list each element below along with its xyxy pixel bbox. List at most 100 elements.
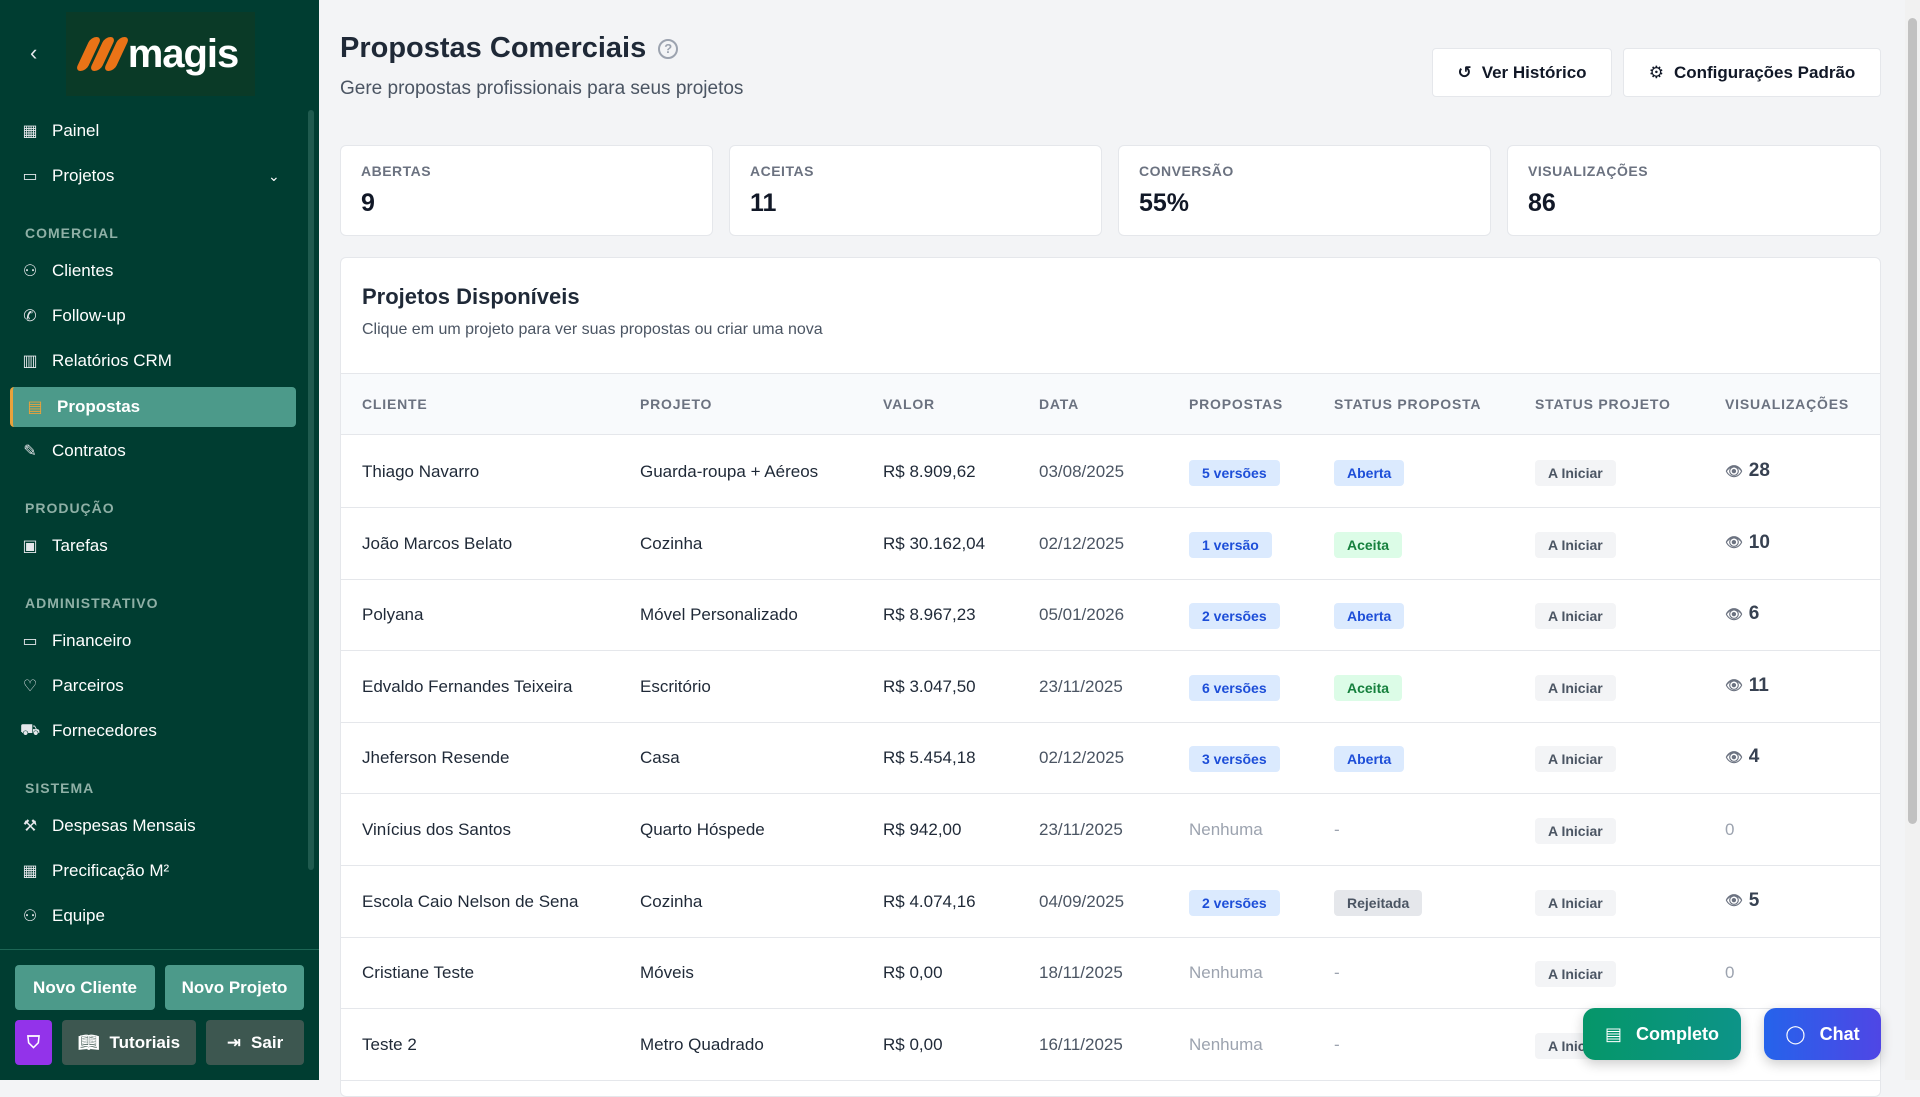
calculator-icon: ▦ — [22, 863, 38, 880]
clipboard-icon: ▤ — [1604, 1023, 1622, 1044]
client-name: Jheferson Resende — [362, 748, 510, 768]
projects-subtitle: Clique em um projeto para ver suas propo… — [362, 321, 823, 338]
column-header: CLIENTE — [362, 396, 428, 412]
client-name: Cristiane Teste — [362, 963, 475, 983]
column-header: PROPOSTAS — [1189, 396, 1284, 412]
admin-shield-button[interactable]: ⛉ — [15, 1020, 52, 1065]
history-icon: ↺ — [1457, 62, 1472, 82]
project-date: 23/11/2025 — [1039, 820, 1123, 839]
sidebar-item-follow-up[interactable]: ✆ Follow-up — [20, 298, 126, 334]
sidebar-item-financeiro[interactable]: ▭ Financeiro — [20, 623, 131, 659]
history-label: Ver Histórico — [1481, 62, 1587, 82]
project-date: 05/01/2026 — [1039, 605, 1125, 625]
page-scrollbar[interactable] — [1905, 0, 1920, 1080]
logo[interactable]: magis — [66, 12, 255, 96]
client-name: Vinícius dos Santos — [362, 820, 511, 839]
table-row[interactable]: Escola Caio Nelson de Sena Cozinha R$ 4.07… — [341, 866, 1880, 938]
page-subtitle: Gere propostas profissionais para seus p… — [340, 78, 744, 99]
projects-table-card: Projetos Disponíveis Clique em um projet… — [340, 257, 1881, 1097]
tutorials-button[interactable]: 📖︎ Tutoriais — [62, 1020, 196, 1065]
proposals-count: Nenhuma — [1189, 820, 1263, 839]
banknote-icon: ▭ — [22, 633, 38, 650]
stat-label: ABERTAS — [361, 163, 432, 179]
column-header: VALOR — [883, 396, 935, 412]
project-name: Cozinha — [640, 891, 703, 911]
sidebar-item-painel[interactable]: ▦ Painel — [20, 113, 99, 149]
proposal-status-badge: Aceita — [1334, 531, 1403, 558]
table-row[interactable]: Edvaldo Fernandes Teixeira Escritório R$ 3… — [341, 651, 1880, 723]
project-value: R$ 4.074,16 — [883, 891, 976, 911]
table-row[interactable]: Thiago Navarro Guarda-roupa + Aéreos R$ 8.… — [341, 436, 1880, 508]
client-name: Polyana — [362, 605, 424, 625]
table-row[interactable]: Jheferson Resende Casa R$ 5.454,18 02/12/20… — [341, 722, 1880, 795]
sidebar-item-label: Follow-up — [52, 306, 126, 325]
chat-button[interactable]: ◯ Chat — [1764, 1008, 1881, 1060]
sidebar-item-tarefas[interactable]: ▣ Tarefas — [20, 528, 107, 564]
stat-label: ACEITAS — [750, 163, 814, 179]
handshake-icon: ♡ — [22, 678, 38, 695]
project-date: 23/11/2025 — [1039, 676, 1123, 696]
new-project-button[interactable]: Novo Projeto — [165, 965, 304, 1010]
column-header: VISUALIZAÇÕES — [1725, 396, 1849, 412]
sidebar-item-precificacao[interactable]: ▦ Precificação M² — [20, 853, 169, 889]
sidebar-item-despesas-mensais[interactable]: ⚒ Despesas Mensais — [20, 808, 196, 844]
sidebar-item-label: Despesas Mensais — [52, 816, 196, 835]
column-header: STATUS PROJETO — [1535, 396, 1671, 412]
chevron-down-icon: ⌄ — [268, 167, 280, 184]
proposals-badge: 6 versões — [1189, 674, 1280, 701]
section-comercial: COMERCIAL — [25, 225, 119, 241]
project-date: 02/12/2025 — [1039, 748, 1125, 768]
sidebar-item-contratos[interactable]: ✎ Contratos — [20, 433, 125, 469]
project-value: R$ 5.454,18 — [883, 748, 976, 768]
client-name: Edvaldo Fernandes Teixeira — [362, 676, 573, 696]
scrollbar-thumb[interactable] — [1908, 18, 1917, 824]
views: 👁︎ 11 — [1725, 675, 1769, 697]
stat-value: 9 — [361, 189, 375, 217]
page-title: Propostas Comerciais? — [340, 32, 679, 65]
help-icon[interactable]: ? — [658, 38, 679, 59]
phone-icon: ✆ — [23, 308, 37, 325]
sidebar-item-label: Fornecedores — [52, 721, 157, 740]
new-client-button[interactable]: Novo Cliente — [15, 965, 155, 1010]
sidebar-item-label: Parceiros — [52, 676, 124, 695]
book-icon: 📖︎ — [77, 1032, 100, 1052]
sidebar-item-parceiros[interactable]: ♡ Parceiros — [20, 668, 124, 704]
logo-text: magis — [127, 31, 240, 76]
sidebar-item-equipe[interactable]: ⚇ Equipe — [20, 898, 105, 934]
section-administrativo: ADMINISTRATIVO — [25, 595, 159, 611]
stat-card-visualizacoes: VISUALIZAÇÕES 86 — [1507, 145, 1881, 236]
table-row[interactable]: Cristiane Teste Móveis R$ 0,00 18/11/2025 Ne… — [341, 937, 1880, 1010]
sidebar-scrollbar[interactable] — [308, 110, 314, 870]
sidebar-item-label: Equipe — [52, 906, 105, 925]
table-row[interactable]: Vinícius dos Santos Quarto Hóspede R$ 942,… — [341, 794, 1880, 866]
sidebar-item-projetos[interactable]: ▭ Projetos ⌄ — [20, 158, 300, 194]
sidebar-item-relatorios-crm[interactable]: ▥ Relatórios CRM — [20, 343, 172, 379]
sidebar-item-fornecedores[interactable]: ⛟ Fornecedores — [20, 713, 157, 749]
project-value: R$ 942,00 — [883, 820, 962, 839]
sidebar-divider — [0, 949, 319, 950]
section-sistema: SISTEMA — [25, 780, 95, 796]
sidebar-item-clientes[interactable]: ⚇ Clientes — [20, 253, 114, 289]
logout-button[interactable]: ⇥ Sair — [206, 1020, 304, 1065]
project-name: Escritório — [640, 676, 711, 696]
proposals-badge: 3 versões — [1189, 746, 1280, 773]
folder-icon: ▭ — [22, 168, 38, 185]
views: 👁︎ 4 — [1725, 746, 1759, 768]
default-settings-button[interactable]: ⚙ Configurações Padrão — [1623, 48, 1881, 97]
proposal-status: - — [1334, 963, 1340, 983]
eye-icon: 👁︎ — [1725, 892, 1743, 909]
project-status-badge: A Iniciar — [1535, 460, 1616, 486]
sidebar-item-propostas[interactable]: ▤ Propostas — [10, 387, 296, 427]
table-row[interactable]: João Marcos Belato Cozinha R$ 30.162,04 02/… — [341, 508, 1880, 580]
history-button[interactable]: ↺ Ver Histórico — [1432, 48, 1612, 97]
table-row[interactable]: Polyana Móvel Personalizado R$ 8.967,23 05/… — [341, 579, 1880, 652]
views-count: 4 — [1748, 746, 1760, 768]
proposal-status: - — [1334, 820, 1340, 839]
stat-value: 55% — [1139, 189, 1190, 217]
sidebar-item-label: Propostas — [57, 397, 141, 416]
proposal-status-badge: Rejeitada — [1334, 889, 1423, 916]
logout-label: Sair — [251, 1032, 284, 1052]
complete-button[interactable]: ▤ Completo — [1583, 1008, 1741, 1060]
collapse-sidebar-chevron-icon[interactable]: ‹ — [30, 40, 38, 65]
chat-label: Chat — [1819, 1023, 1860, 1044]
